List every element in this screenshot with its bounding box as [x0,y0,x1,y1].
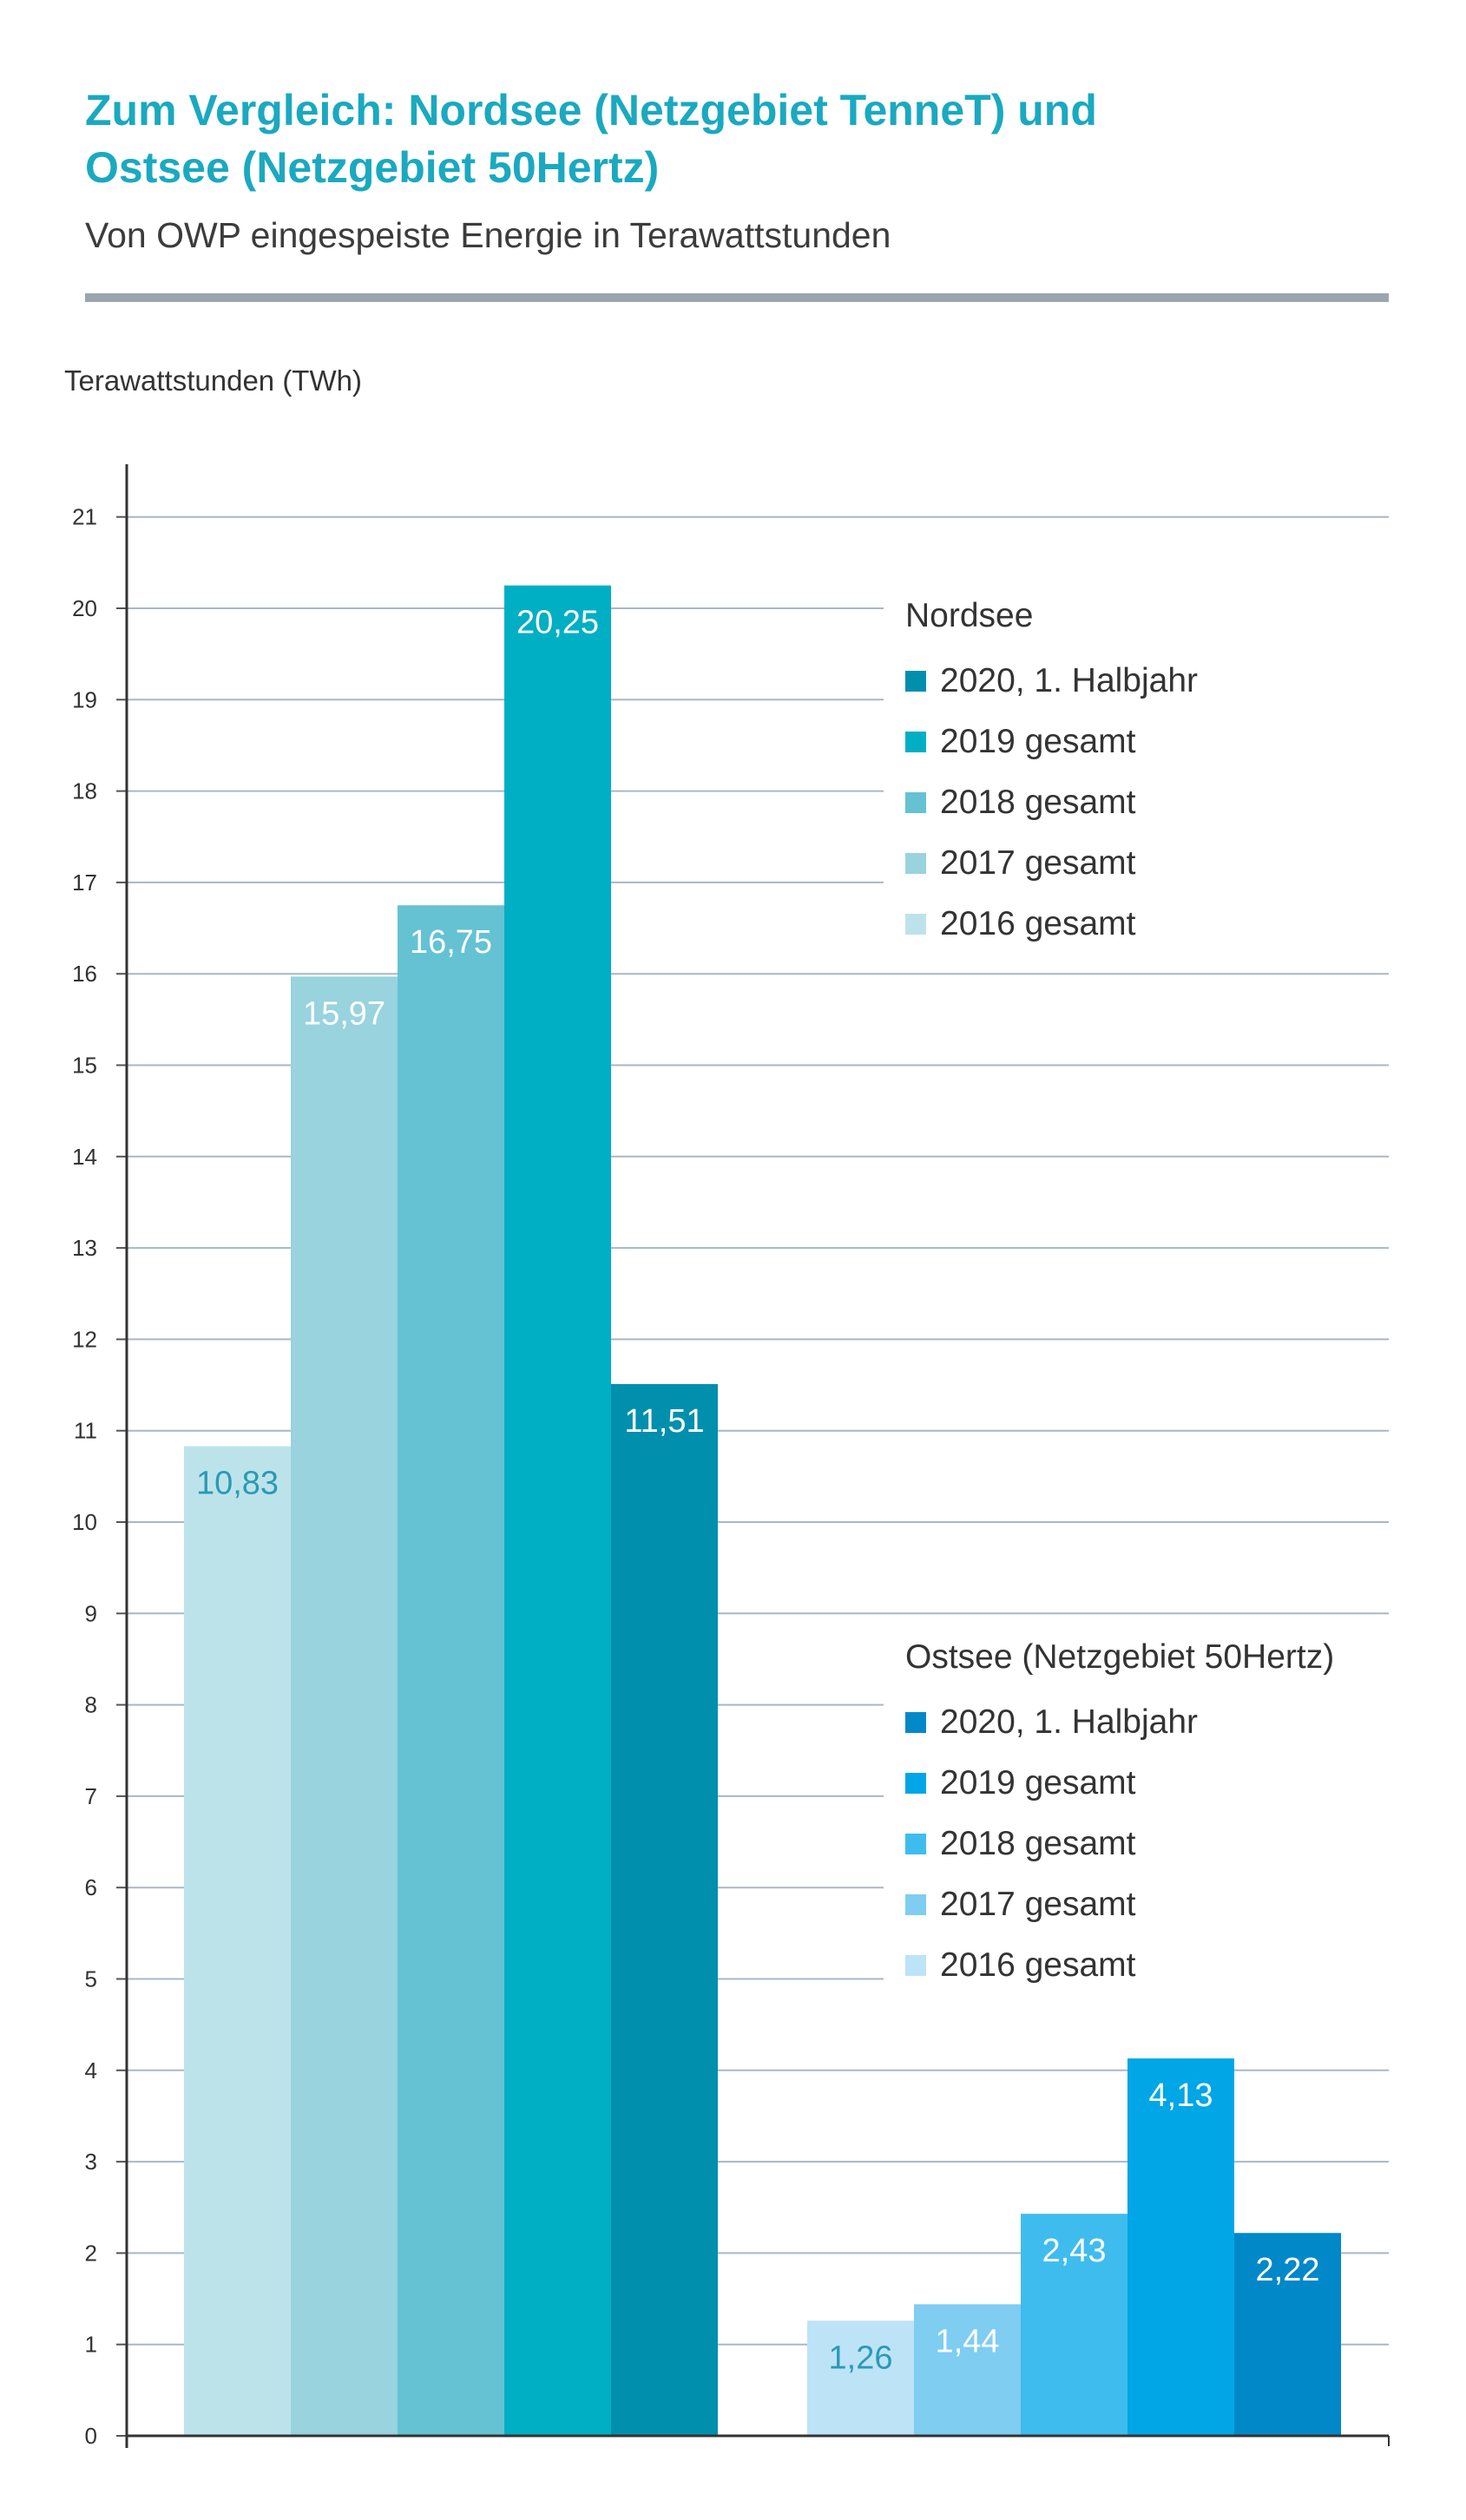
y-tick-label: 0 [85,2423,97,2449]
y-tick-label: 7 [85,1783,97,1809]
y-tick-label: 12 [72,1326,97,1352]
y-tick-label: 18 [72,778,97,804]
y-tick-label: 17 [72,870,97,896]
legend-label: 2019 gesamt [940,723,1136,760]
y-tick-label: 5 [85,1966,97,1992]
legend-item-nordsee-2020: 2020, 1. Halbjahr [905,651,1198,712]
legend-label: 2018 gesamt [940,1825,1136,1862]
chart-subtitle: Von OWP eingespeiste Energie in Terawatt… [85,215,891,255]
y-tick-label: 4 [85,2057,97,2084]
bar-value-label: 1,44 [936,2323,1000,2359]
legend-item-nordsee-2018: 2018 gesamt [905,772,1198,833]
bar [1021,2214,1127,2436]
legend-swatch [905,732,926,752]
legend-swatch [905,914,926,935]
bar [914,2304,1021,2436]
y-tick-label: 21 [72,504,97,530]
legend-item-ostsee-2017: 2017 gesamt [905,1874,1334,1935]
bar-value-label: 4,13 [1149,2077,1213,2114]
legend-item-nordsee-2019: 2019 gesamt [905,712,1198,772]
bar-value-label: 20,25 [516,605,599,641]
y-tick-label: 13 [72,1235,97,1261]
legend-label: 2020, 1. Halbjahr [940,662,1199,699]
legend-item-nordsee-2017: 2017 gesamt [905,833,1198,894]
legend-swatch [905,853,926,874]
bar [398,905,504,2436]
legend-swatch [905,1712,926,1733]
y-axis-label: Terawattstunden (TWh) [64,364,362,397]
bar [504,585,611,2436]
legend-title-ostsee: Ostsee (Netzgebiet 50Hertz) [905,1638,1335,1676]
chart-title-line-1: Zum Vergleich: Nordsee (Netzgebiet Tenne… [85,86,1097,135]
legend-item-ostsee-2018: 2018 gesamt [905,1814,1334,1874]
header-divider [85,293,1389,302]
legend-label: 2018 gesamt [940,784,1136,821]
bar-value-label: 15,97 [303,995,385,1032]
y-tick-label: 1 [85,2332,97,2358]
legend-title-nordsee: Nordsee [905,597,1034,634]
bar-value-label: 1,26 [829,2340,893,2376]
y-tick-label: 19 [72,686,97,712]
chart-title-line-2: Ostsee (Netzgebiet 50Hertz) [85,143,660,192]
legend-swatch [905,671,926,692]
legend-label: 2016 gesamt [940,1946,1136,1984]
y-tick-label: 10 [72,1509,97,1535]
bar-value-label: 16,75 [410,924,492,961]
legend-label: 2017 gesamt [940,844,1136,882]
legend-swatch [905,792,926,813]
y-tick-label: 8 [85,1692,97,1718]
legend-label: 2016 gesamt [940,905,1136,942]
legend-nordsee: Nordsee 2020, 1. Halbjahr 2019 gesamt 20… [905,590,1198,955]
bar [1127,2058,1234,2436]
bar-value-label: 10,83 [196,1466,279,1502]
legend-swatch [905,1955,926,1976]
legend-swatch [905,1894,926,1915]
legend-label: 2020, 1. Halbjahr [940,1703,1199,1741]
legend-item-ostsee-2016: 2016 gesamt [905,1935,1334,1996]
y-tick-label: 16 [72,961,97,987]
bar [807,2320,914,2436]
legend-item-ostsee-2020: 2020, 1. Halbjahr [905,1692,1334,1753]
y-tick-label: 3 [85,2149,97,2175]
y-tick-label: 9 [85,1600,97,1626]
legend-swatch [905,1834,926,1854]
bar [291,976,398,2436]
y-tick-label: 14 [72,1144,97,1170]
y-tick-label: 15 [72,1053,97,1079]
legend-label: 2019 gesamt [940,1764,1136,1801]
y-tick-label: 20 [72,595,97,621]
bar [1234,2233,1341,2436]
legend-ostsee: Ostsee (Netzgebiet 50Hertz) 2020, 1. Hal… [905,1631,1334,1996]
y-tick-label: 11 [74,1418,97,1444]
y-tick-label: 6 [85,1874,97,1900]
bar-value-label: 11,51 [624,1403,704,1440]
bar-value-label: 2,43 [1042,2233,1107,2269]
bar-value-label: 2,22 [1256,2252,1320,2288]
y-tick-label: 2 [85,2240,97,2266]
bar [611,1383,718,2436]
legend-item-ostsee-2019: 2019 gesamt [905,1753,1334,1814]
bar [184,1446,291,2436]
legend-swatch [905,1773,926,1794]
legend-label: 2017 gesamt [940,1886,1136,1923]
legend-item-nordsee-2016: 2016 gesamt [905,894,1198,955]
